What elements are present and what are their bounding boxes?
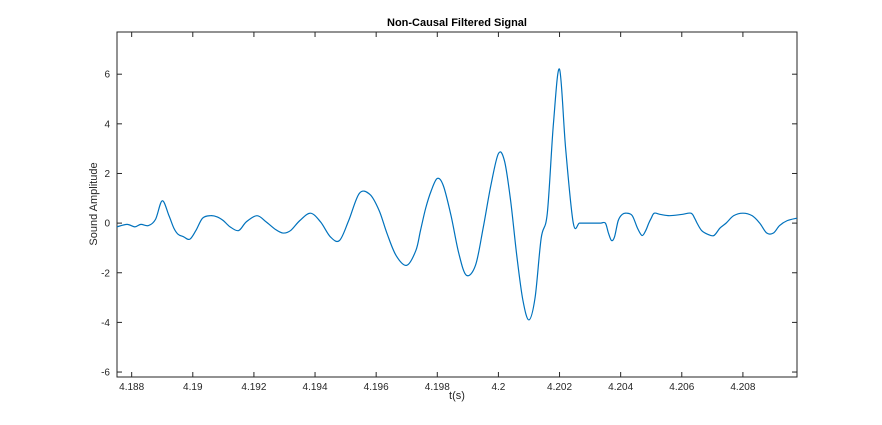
x-tick-label: 4.202 xyxy=(547,382,572,393)
y-tick-label: -6 xyxy=(101,368,110,379)
series xyxy=(116,68,798,321)
y-axis-label: Sound Amplitude xyxy=(88,162,100,245)
x-tick-label: 4.2 xyxy=(491,382,505,393)
x-tick-label: 4.192 xyxy=(241,382,266,393)
axes xyxy=(116,31,798,378)
x-tick-label: 4.198 xyxy=(425,382,450,393)
x-tick-label: 4.208 xyxy=(730,382,755,393)
x-tick-label: 4.206 xyxy=(669,382,694,393)
y-tick-label: 2 xyxy=(104,169,110,180)
series-line xyxy=(116,68,798,321)
x-tick-label: 4.196 xyxy=(364,382,389,393)
y-tick-label: 6 xyxy=(104,70,110,81)
x-axis-label: t(s) xyxy=(449,390,465,402)
x-tick-label: 4.19 xyxy=(183,382,203,393)
y-tick-label: -4 xyxy=(101,318,110,329)
x-tick-label: 4.204 xyxy=(608,382,633,393)
chart-title: Non-Causal Filtered Signal xyxy=(387,17,527,29)
x-tick-label: 4.194 xyxy=(303,382,328,393)
axes-box xyxy=(116,31,798,378)
y-tick-label: -2 xyxy=(101,268,110,279)
ticks: 4.188 4.19 4.192 4.194 4.196 4.198 4.2 4.202 4.2… xyxy=(101,32,797,393)
y-tick-label: 4 xyxy=(104,119,110,130)
y-tick-label: 0 xyxy=(104,219,110,230)
x-tick-label: 4.188 xyxy=(119,382,144,393)
